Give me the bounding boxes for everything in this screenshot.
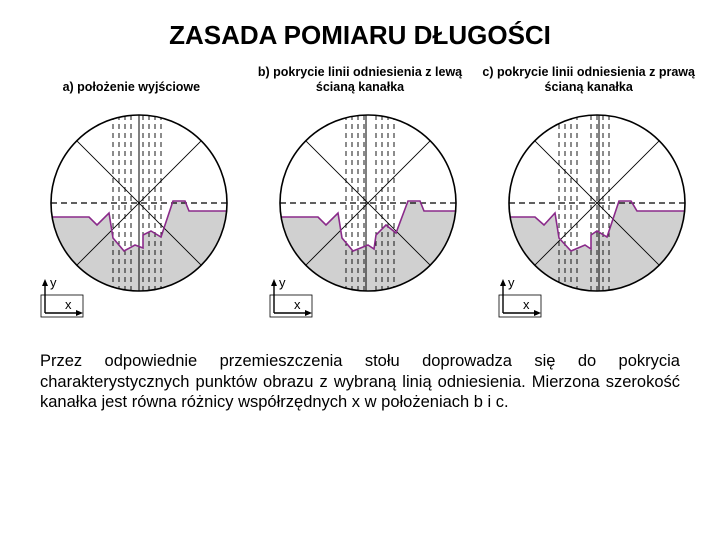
- axis-x-label: x: [523, 297, 530, 312]
- axis-x-label: x: [294, 297, 301, 312]
- scope-diagram: yx: [252, 99, 468, 327]
- axes-icon: yx: [41, 275, 83, 317]
- axis-x-label: x: [65, 297, 72, 312]
- axis-y-label: y: [508, 275, 515, 290]
- panel-c: c) pokrycie linii odniesienia z prawą śc…: [477, 63, 700, 327]
- panel-caption: a) położenie wyjściowe: [63, 63, 201, 95]
- axis-y-label: y: [279, 275, 286, 290]
- page-title: ZASADA POMIARU DŁUGOŚCI: [40, 20, 680, 51]
- axes-icon: yx: [270, 275, 312, 317]
- scope-diagram: yx: [481, 99, 697, 327]
- panel-caption: b) pokrycie linii odniesienia z lewą ści…: [249, 63, 472, 95]
- panel-a: a) położenie wyjściowe yx: [20, 63, 243, 327]
- panel-b: b) pokrycie linii odniesienia z lewą ści…: [249, 63, 472, 327]
- axes-icon: yx: [499, 275, 541, 317]
- axis-y-label: y: [50, 275, 57, 290]
- panels-row: a) położenie wyjścioweyxb) pokrycie lini…: [20, 63, 700, 327]
- body-text: Przez odpowiednie przemieszczenia stołu …: [40, 351, 680, 413]
- scope-diagram: yx: [23, 99, 239, 327]
- panel-caption: c) pokrycie linii odniesienia z prawą śc…: [477, 63, 700, 95]
